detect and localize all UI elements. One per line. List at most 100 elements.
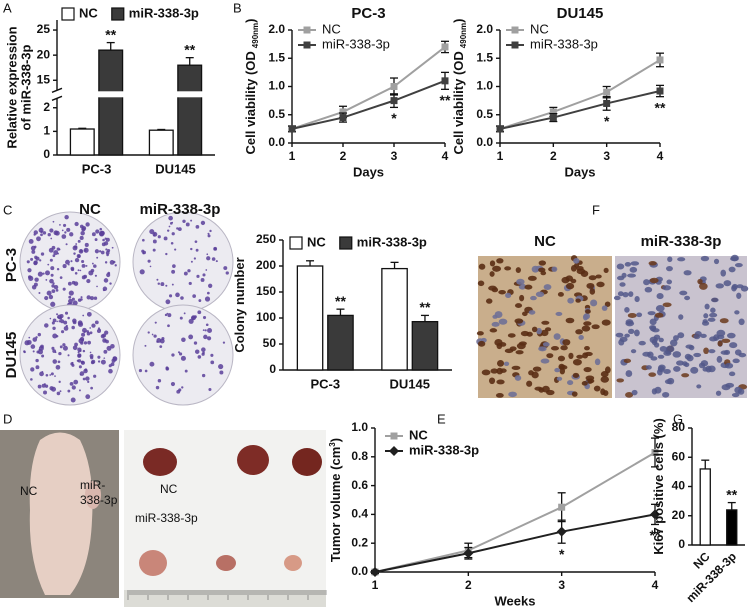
colony xyxy=(190,219,193,222)
cell xyxy=(690,366,699,374)
colony xyxy=(51,386,57,392)
colony xyxy=(157,282,161,285)
significance: ** xyxy=(184,41,195,57)
colony xyxy=(188,318,194,324)
marker xyxy=(370,567,380,577)
marker xyxy=(288,125,296,133)
colony xyxy=(78,338,84,344)
colony-col-label: miR-338-3p xyxy=(140,201,221,218)
cell xyxy=(728,371,736,377)
line xyxy=(499,90,661,130)
colony xyxy=(207,328,213,334)
colony xyxy=(183,271,188,276)
colony xyxy=(44,296,49,301)
break-mark xyxy=(51,87,63,93)
colony xyxy=(37,384,42,389)
cell xyxy=(581,381,588,386)
cell xyxy=(726,332,736,339)
y-tick-label: 2.0 xyxy=(476,22,493,36)
significance: ** xyxy=(335,293,346,309)
cell xyxy=(704,303,710,310)
colony xyxy=(41,371,44,373)
cell xyxy=(669,339,678,347)
x-tick-label: 4 xyxy=(652,578,659,592)
chart-title: DU145 xyxy=(557,5,604,22)
marker xyxy=(549,108,557,116)
colony xyxy=(52,359,58,364)
colony xyxy=(76,359,79,362)
marker xyxy=(603,99,611,107)
colony xyxy=(102,286,108,292)
colony xyxy=(83,368,88,374)
cell xyxy=(593,385,601,392)
cell xyxy=(627,313,637,318)
colony xyxy=(167,229,170,232)
colony xyxy=(97,360,101,363)
colony xyxy=(65,324,68,328)
colony xyxy=(68,290,74,296)
cell xyxy=(554,367,561,373)
y-axis-label-sup: 3 xyxy=(328,442,337,447)
cell xyxy=(624,262,632,267)
colony xyxy=(179,352,183,356)
colony xyxy=(205,269,208,271)
cell xyxy=(710,307,716,313)
colony xyxy=(105,237,110,242)
colony xyxy=(149,229,155,235)
colony xyxy=(86,311,92,317)
cell xyxy=(657,368,663,376)
cell xyxy=(703,313,709,319)
colony xyxy=(139,269,145,275)
colony xyxy=(62,264,67,269)
colony xyxy=(149,361,155,367)
x-axis-label: Days xyxy=(564,164,595,179)
colony xyxy=(167,324,170,328)
colony xyxy=(165,252,168,256)
marker xyxy=(651,448,659,456)
colony xyxy=(82,349,86,353)
legend-label: miR-338-3p xyxy=(409,442,479,457)
colony xyxy=(206,291,210,295)
y-tick-label: 60 xyxy=(672,449,686,463)
colony xyxy=(85,222,90,227)
colony xyxy=(49,374,52,376)
colony xyxy=(31,249,36,254)
colony xyxy=(52,333,58,339)
colony xyxy=(59,345,63,349)
cell xyxy=(572,358,582,366)
legend-label: NC xyxy=(79,5,98,20)
colony xyxy=(201,347,206,352)
colony xyxy=(107,271,111,275)
y-axis-label: of miR-338-3p xyxy=(18,44,33,130)
tumor xyxy=(216,555,236,571)
line xyxy=(291,79,446,130)
cell xyxy=(556,376,563,381)
cell xyxy=(709,312,718,318)
colony xyxy=(112,356,118,362)
panel-label: A xyxy=(3,0,12,15)
cell xyxy=(581,325,591,332)
colony xyxy=(106,345,112,351)
colony xyxy=(196,274,200,278)
colony xyxy=(144,369,148,373)
colony xyxy=(153,232,156,235)
cell xyxy=(543,284,552,290)
colony xyxy=(206,256,211,261)
cell xyxy=(511,365,521,371)
cell xyxy=(515,267,522,273)
cell xyxy=(538,346,547,352)
significance: ** xyxy=(650,527,661,543)
x-tick-label: PC-3 xyxy=(82,161,112,176)
colony xyxy=(87,340,91,345)
colony xyxy=(169,294,173,298)
cell xyxy=(565,275,574,282)
colony xyxy=(190,260,193,263)
colony xyxy=(52,282,55,285)
colony xyxy=(209,229,212,233)
colony xyxy=(27,275,32,279)
x-tick-label: 3 xyxy=(603,149,610,163)
cell xyxy=(478,263,486,270)
cell xyxy=(664,379,672,385)
cell xyxy=(526,380,533,387)
cell xyxy=(489,260,496,267)
